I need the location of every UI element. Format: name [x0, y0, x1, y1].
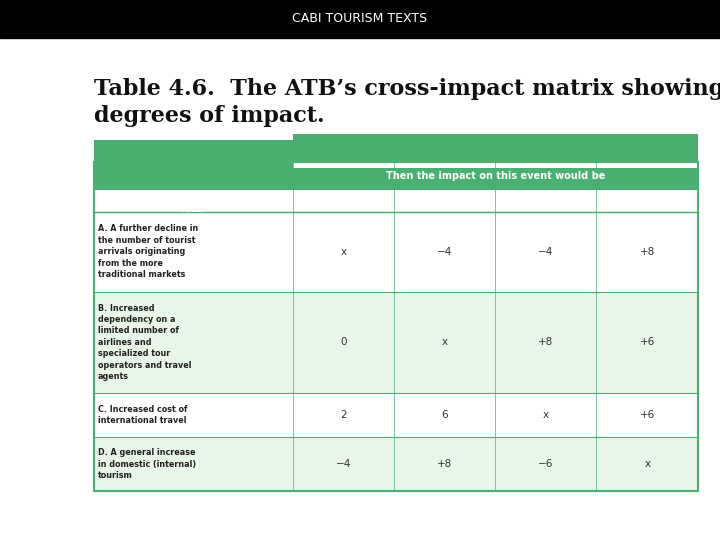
Text: −4: −4 — [538, 247, 554, 256]
Text: B. Increased
dependency on a
limited number of
airlines and
specialized tour
ope: B. Increased dependency on a limited num… — [98, 303, 192, 381]
Text: x: x — [543, 410, 549, 420]
Text: 0: 0 — [341, 338, 347, 347]
Text: x: x — [341, 247, 347, 256]
Text: 6: 6 — [441, 410, 448, 420]
Text: Then the impact on this event would be: Then the impact on this event would be — [386, 171, 606, 181]
Text: A. A further decline in
the number of tourist
arrivals originating
from the more: A. A further decline in the number of to… — [98, 224, 198, 279]
Text: D: D — [643, 196, 652, 206]
Text: +6: +6 — [639, 410, 655, 420]
Text: x: x — [644, 460, 650, 469]
Text: 2: 2 — [341, 410, 347, 420]
Text: CABI TOURISM TEXTS: CABI TOURISM TEXTS — [292, 12, 428, 25]
Text: +6: +6 — [639, 338, 655, 347]
Text: C. Increased cost of
international travel: C. Increased cost of international trave… — [98, 405, 187, 426]
Text: If this event were to
occur: If this event were to occur — [141, 194, 246, 214]
Text: x: x — [441, 338, 448, 347]
Text: −4: −4 — [437, 247, 452, 256]
Text: D. A general increase
in domestic (internal)
tourism: D. A general increase in domestic (inter… — [98, 448, 196, 481]
Text: +8: +8 — [639, 247, 655, 256]
Text: A: A — [340, 196, 348, 206]
Text: Table 4.6.  The ATB’s cross-impact matrix showing
degrees of impact.: Table 4.6. The ATB’s cross-impact matrix… — [94, 78, 720, 127]
Text: −4: −4 — [336, 460, 351, 469]
Text: B: B — [441, 196, 449, 206]
Text: −6: −6 — [538, 460, 554, 469]
Text: +8: +8 — [538, 338, 553, 347]
Text: +8: +8 — [437, 460, 452, 469]
Text: C: C — [542, 196, 549, 206]
